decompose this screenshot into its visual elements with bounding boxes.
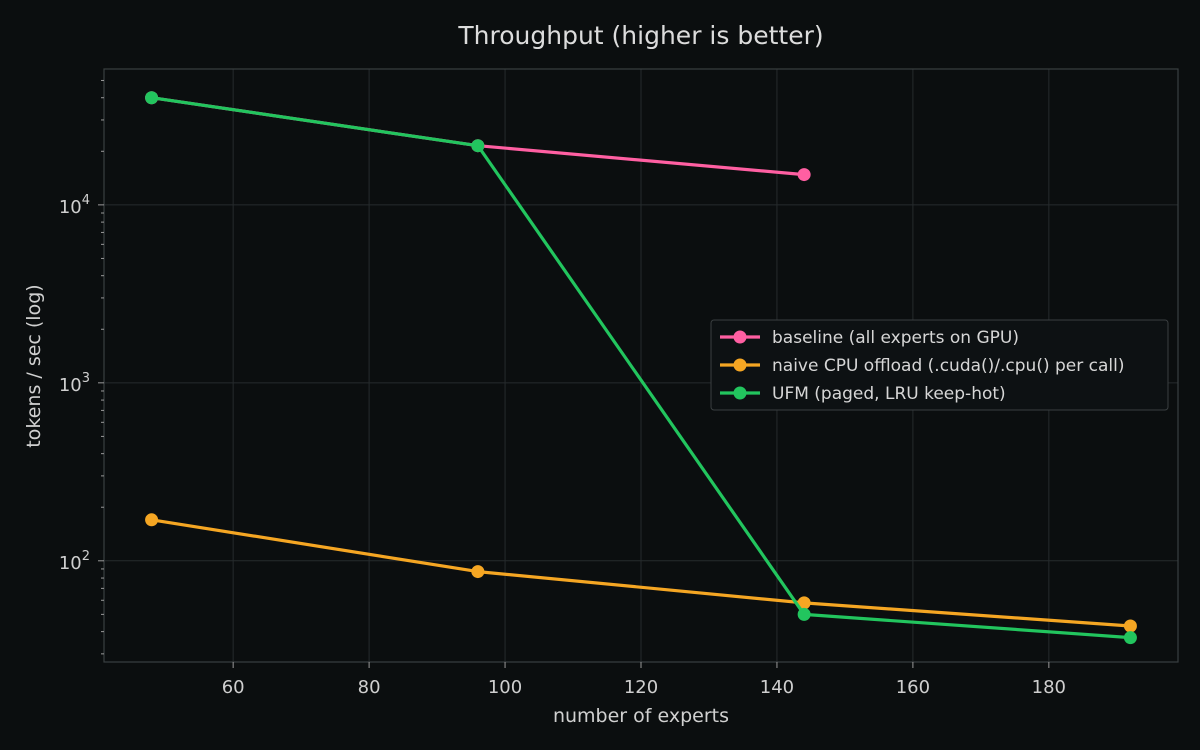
series-1 — [145, 513, 1137, 633]
y-tick-base: 10 — [59, 375, 82, 396]
y-tick-exponent: 2 — [82, 549, 90, 564]
x-tick-label: 160 — [896, 677, 930, 698]
y-tick-label: 103 — [59, 371, 90, 396]
y-axis-label: tokens / sec (log) — [23, 284, 45, 447]
series-2 — [145, 91, 1137, 645]
y-tick-label: 102 — [59, 549, 90, 574]
y-tick-base: 10 — [59, 553, 82, 574]
chart-title: Throughput (higher is better) — [457, 21, 823, 50]
data-point — [797, 607, 811, 621]
data-point — [797, 168, 811, 182]
legend-label: UFM (paged, LRU keep-hot) — [772, 384, 1006, 404]
legend-marker — [733, 330, 747, 344]
data-point — [1123, 619, 1137, 633]
data-point — [797, 596, 811, 610]
legend: baseline (all experts on GPU) naive CPU o… — [710, 319, 1169, 411]
y-tick-exponent: 4 — [82, 193, 90, 208]
legend-marker — [733, 386, 747, 400]
data-point — [145, 513, 159, 527]
x-tick-label: 120 — [624, 677, 658, 698]
x-tick-label: 140 — [760, 677, 794, 698]
legend-marker — [733, 358, 747, 372]
x-tick-label: 60 — [222, 677, 245, 698]
x-axis-label: number of experts — [553, 705, 729, 727]
data-point — [1123, 631, 1137, 645]
y-tick-base: 10 — [59, 197, 82, 218]
x-tick-label: 180 — [1032, 677, 1066, 698]
data-point — [471, 139, 485, 153]
y-tick-exponent: 3 — [82, 371, 90, 386]
series-line — [151, 96, 1131, 640]
data-point — [471, 565, 485, 579]
legend-box — [710, 319, 1169, 411]
legend-label: naive CPU offload (.cuda()/.cpu() per ca… — [772, 356, 1124, 376]
legend-label: baseline (all experts on GPU) — [772, 328, 1019, 348]
y-tick-label: 104 — [59, 193, 90, 218]
series-line — [151, 518, 1131, 628]
series-layer — [145, 91, 1137, 645]
data-point — [145, 91, 159, 105]
x-tick-label: 100 — [488, 677, 522, 698]
x-tick-label: 80 — [358, 677, 381, 698]
